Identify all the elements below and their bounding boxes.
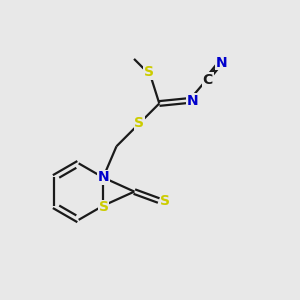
Text: S: S xyxy=(144,65,154,79)
Text: S: S xyxy=(134,116,144,130)
Text: S: S xyxy=(99,200,109,214)
Text: S: S xyxy=(160,194,170,208)
Text: N: N xyxy=(98,170,109,184)
Text: N: N xyxy=(187,94,198,107)
Text: N: N xyxy=(216,56,227,70)
Text: C: C xyxy=(202,73,213,87)
